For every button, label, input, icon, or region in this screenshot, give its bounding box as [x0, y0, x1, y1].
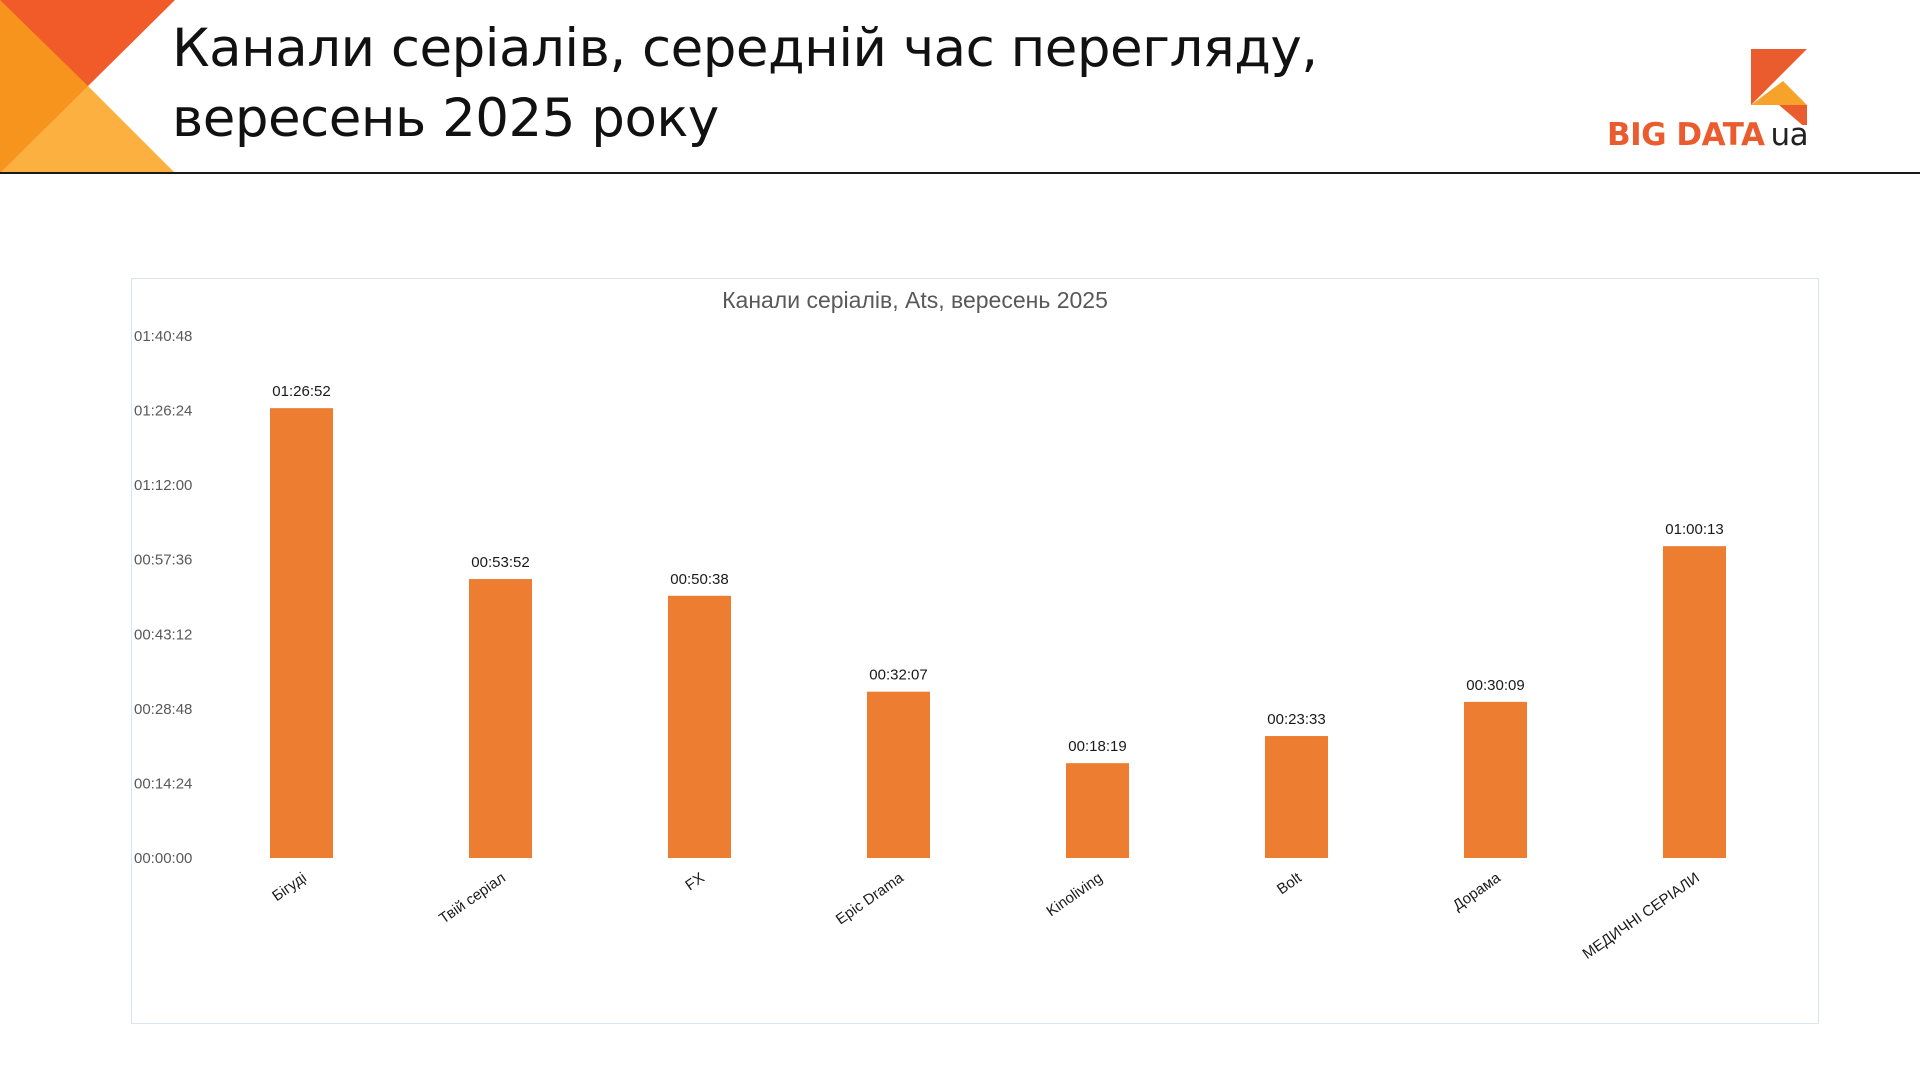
- x-tick-label: FX: [682, 869, 707, 894]
- x-tick-label: Bolt: [1274, 869, 1306, 898]
- page-title-line-1: Канали серіалів, середній час перегляду,: [172, 18, 1318, 79]
- y-tick-label: 00:43:12: [134, 626, 192, 643]
- brand-logo: BIG DATA ua: [1603, 45, 1833, 160]
- data-label: 01:00:13: [1665, 521, 1723, 538]
- y-tick-label: 00:00:00: [134, 850, 192, 867]
- x-tick-label: МЕДИЧНІ СЕРІАЛИ: [1580, 869, 1703, 962]
- bar: [1265, 736, 1328, 858]
- logo-mark-icon: [1751, 49, 1807, 125]
- bar: [1663, 546, 1726, 858]
- logo-name: BIG DATA: [1607, 117, 1765, 153]
- data-label: 00:18:19: [1068, 738, 1126, 755]
- bar: [668, 595, 731, 858]
- x-tick-label: Kinoliving: [1043, 869, 1105, 920]
- data-label: 00:53:52: [471, 554, 529, 571]
- y-tick-label: 00:57:36: [134, 552, 192, 569]
- x-tick-label: Твій серіал: [436, 869, 509, 927]
- bar: [469, 579, 532, 858]
- y-tick-label: 01:12:00: [134, 477, 192, 494]
- data-label: 00:30:09: [1466, 677, 1524, 694]
- x-tick-label: Бігуді: [269, 869, 310, 905]
- bar: [1066, 763, 1129, 858]
- y-tick-label: 00:28:48: [134, 701, 192, 718]
- data-label: 01:26:52: [272, 383, 330, 400]
- chart-title: Канали серіалів, Ats, вересень 2025: [722, 287, 1108, 313]
- page-title-line-2: вересень 2025 року: [172, 88, 719, 149]
- bar-chart: Канали серіалів, Ats, вересень 2025 00:00…: [134, 287, 1726, 963]
- header-divider: [0, 172, 1920, 174]
- y-tick-label: 01:40:48: [134, 328, 192, 345]
- bar: [867, 691, 930, 858]
- data-label: 00:32:07: [869, 667, 927, 684]
- y-tick-label: 00:14:24: [134, 775, 192, 792]
- data-label: 00:23:33: [1267, 711, 1325, 728]
- bar: [1464, 701, 1527, 858]
- x-tick-label: Дорама: [1450, 869, 1505, 914]
- page-title: Канали серіалів, середній час перегляду,…: [172, 14, 1422, 154]
- chart-container: Канали серіалів, Ats, вересень 2025 00:00…: [131, 278, 1819, 1024]
- x-tick-label: Epic Drama: [833, 869, 907, 928]
- corner-triangle-light: [0, 86, 175, 173]
- corner-decoration: [0, 0, 175, 173]
- logo-text: BIG DATA ua: [1607, 117, 1809, 153]
- corner-triangle-mid: [0, 0, 88, 173]
- logo-suffix: ua: [1770, 117, 1809, 153]
- y-tick-label: 01:26:24: [134, 403, 192, 420]
- bar: [270, 408, 333, 858]
- data-label: 00:50:38: [670, 571, 728, 588]
